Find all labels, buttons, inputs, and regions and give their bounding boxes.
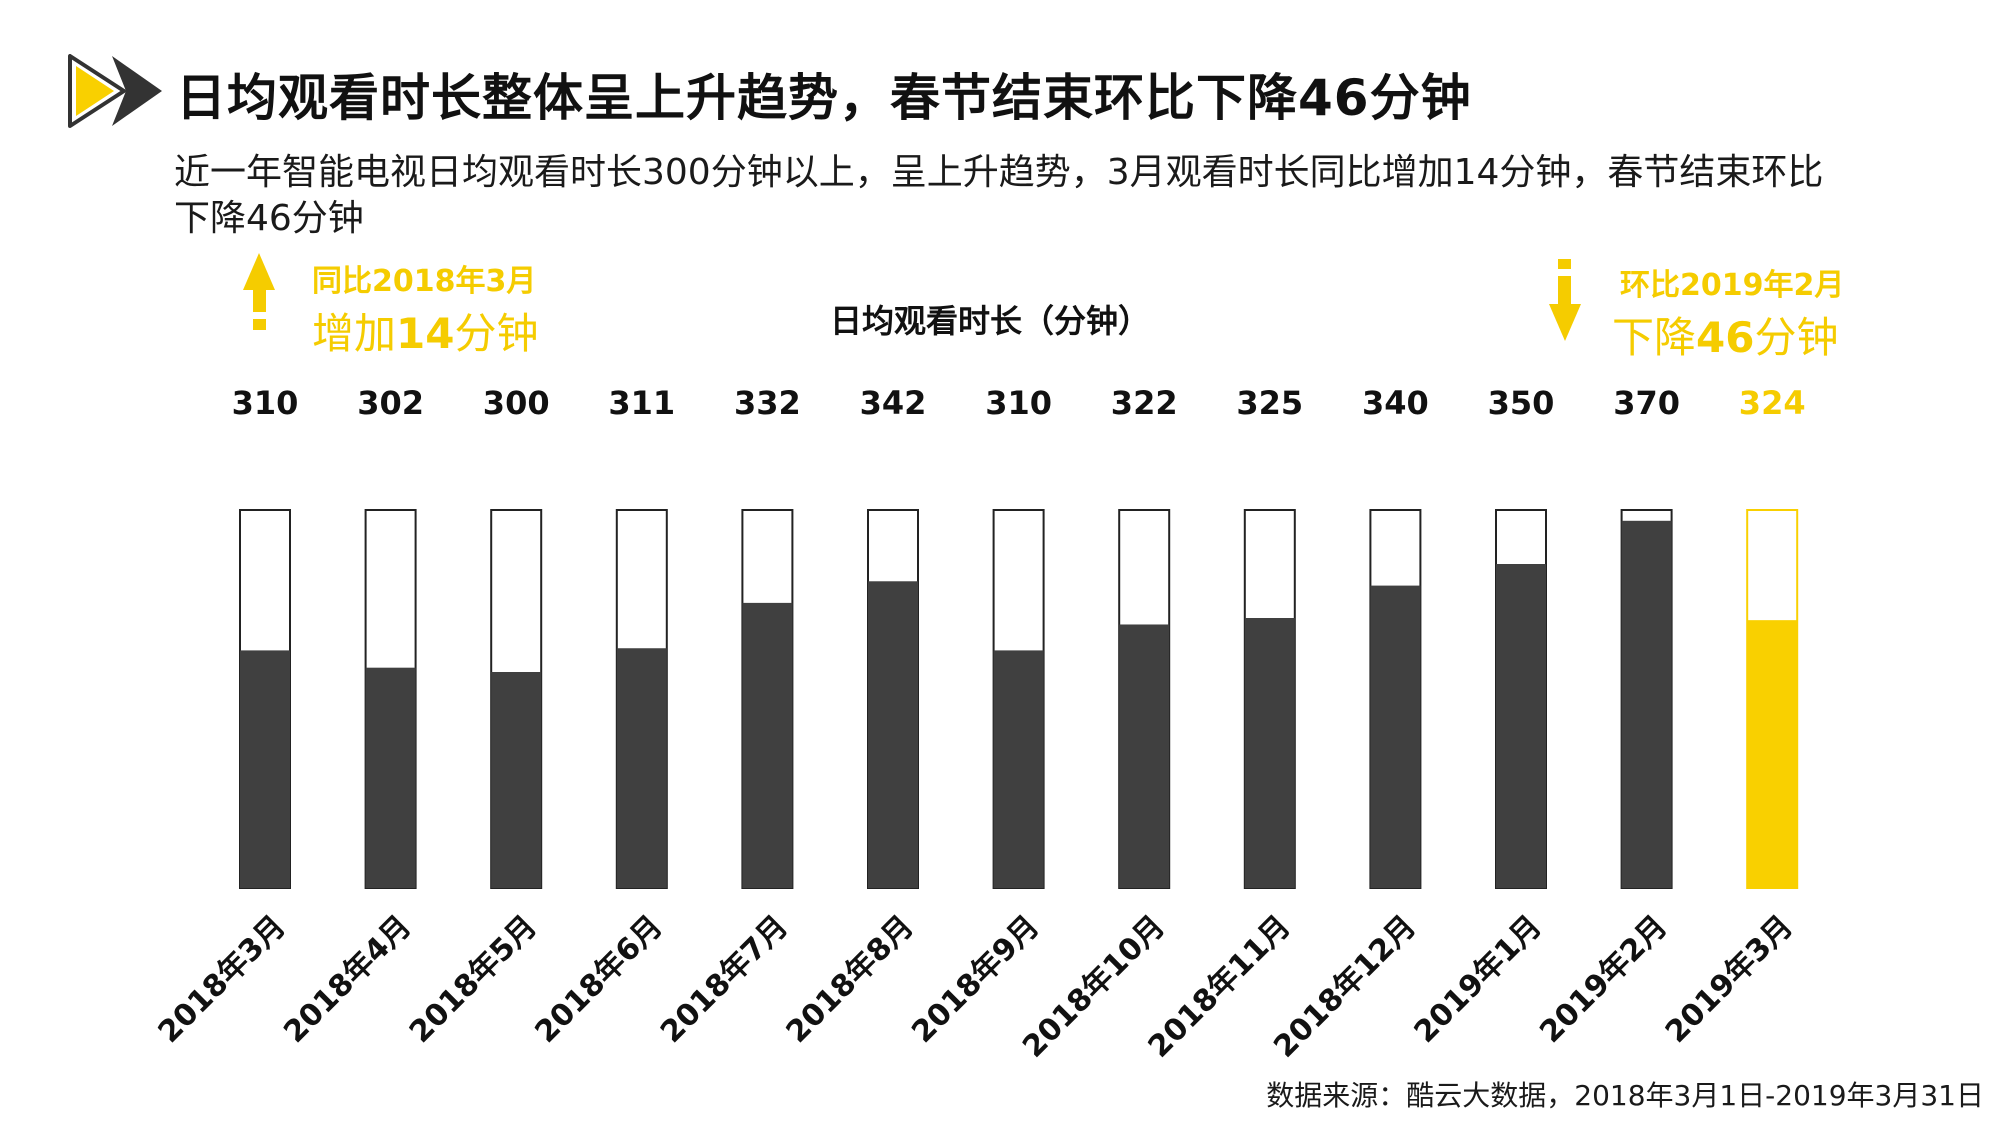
x-tick-label: 2018年9月 xyxy=(905,909,1046,1050)
x-tick-label: 2019年1月 xyxy=(1408,909,1549,1050)
callout-yoy: 同比2018年3月 增加14分钟 xyxy=(312,256,538,361)
page-title: 日均观看时长整体呈上升趋势，春节结束环比下降46分钟 xyxy=(176,69,1472,127)
data-label: 324 xyxy=(1739,384,1806,422)
data-label: 370 xyxy=(1613,384,1680,422)
x-tick-label: 2018年3月 xyxy=(152,909,293,1050)
bar xyxy=(1621,520,1672,888)
play-arrow-logo-icon xyxy=(68,54,162,128)
bar xyxy=(616,648,667,888)
page-subtitle: 近一年智能电视日均观看时长300分钟以上，呈上升趋势，3月观看时长同比增加14分… xyxy=(174,152,1824,239)
bar xyxy=(240,650,290,888)
data-label: 311 xyxy=(608,384,675,422)
bar xyxy=(1370,585,1421,888)
x-tick-label: 2018年4月 xyxy=(277,909,418,1050)
data-label: 332 xyxy=(734,384,801,422)
x-tick-label: 2018年8月 xyxy=(780,909,921,1050)
x-tick-label: 2018年5月 xyxy=(403,909,544,1050)
bar xyxy=(491,672,542,888)
data-label: 302 xyxy=(357,384,424,422)
bar xyxy=(1747,620,1798,888)
callout-mom: 环比2019年2月 下降46分钟 xyxy=(1612,260,1844,365)
data-label: 322 xyxy=(1111,384,1178,422)
callout-yoy-value: 增加14分钟 xyxy=(312,309,539,358)
bar xyxy=(1496,564,1546,888)
data-label: 325 xyxy=(1236,384,1303,422)
data-label: 310 xyxy=(985,384,1052,422)
bar xyxy=(1119,624,1170,888)
bar xyxy=(1244,618,1295,888)
callout-yoy-label: 同比2018年3月 xyxy=(312,264,537,299)
data-source-note: 数据来源：酷云大数据，2018年3月1日-2019年3月31日 xyxy=(1266,1079,1984,1112)
bar xyxy=(868,581,918,888)
data-label: 340 xyxy=(1362,384,1429,422)
chart-title: 日均观看时长（分钟） xyxy=(829,302,1150,340)
x-tick-label: 2019年2月 xyxy=(1533,909,1674,1050)
x-tick-label: 2019年3月 xyxy=(1659,909,1800,1050)
callout-mom-label: 环比2019年2月 xyxy=(1620,268,1845,303)
data-label: 350 xyxy=(1488,384,1555,422)
x-tick-label: 2018年7月 xyxy=(654,909,795,1050)
bar xyxy=(742,602,793,888)
data-label: 300 xyxy=(483,384,550,422)
callout-mom-value: 下降46分钟 xyxy=(1612,313,1839,362)
x-tick-label: 2018年6月 xyxy=(528,909,669,1050)
bar xyxy=(365,667,416,888)
data-label: 342 xyxy=(860,384,927,422)
bar xyxy=(993,650,1044,888)
data-label: 310 xyxy=(232,384,299,422)
